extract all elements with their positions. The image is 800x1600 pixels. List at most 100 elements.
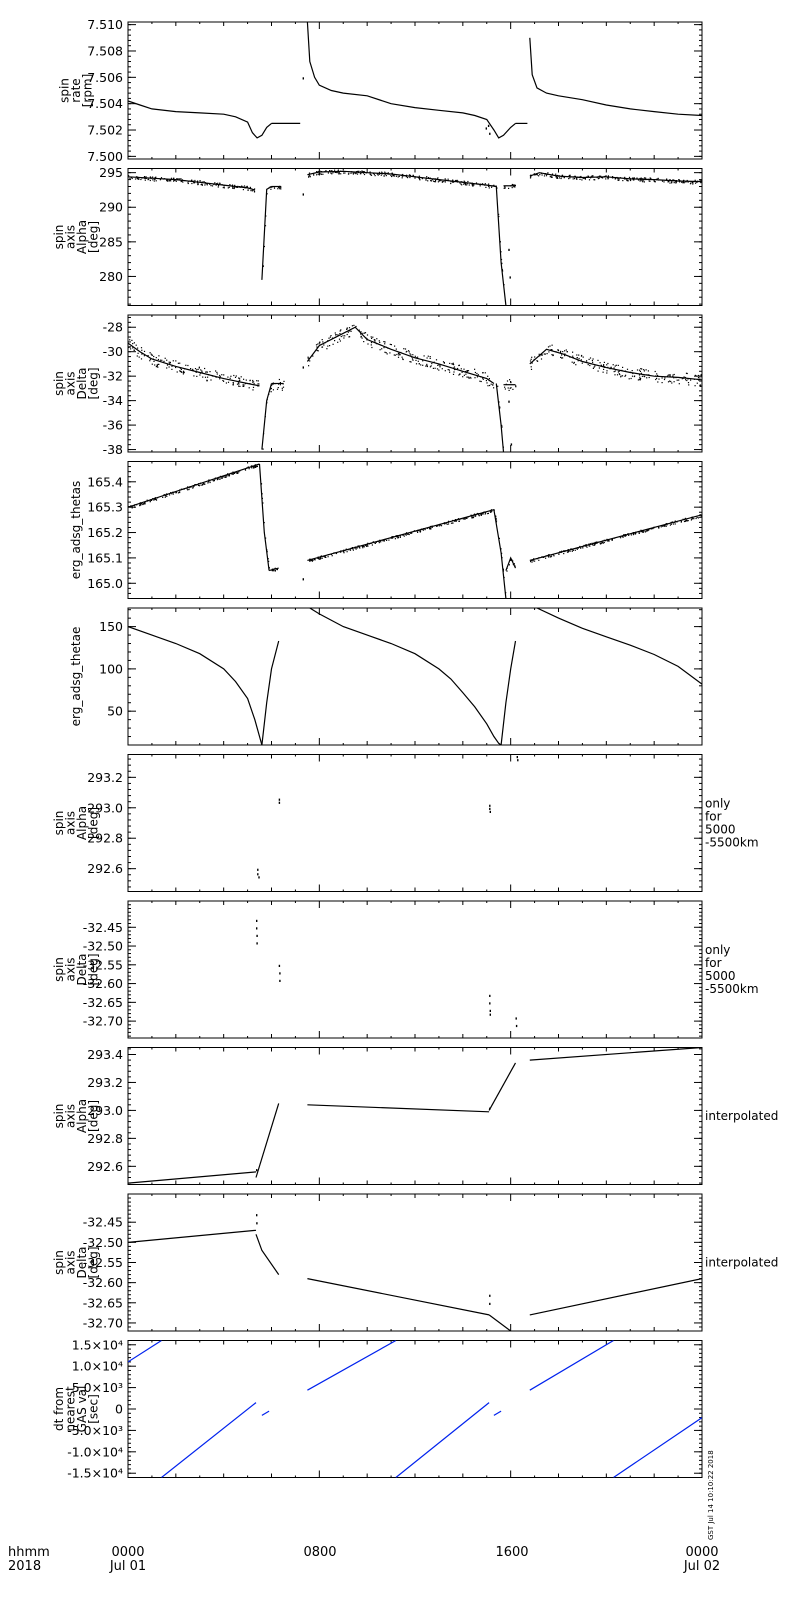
data-point	[231, 184, 234, 186]
data-point	[144, 179, 146, 181]
data-point	[594, 541, 596, 543]
data-point	[594, 179, 596, 181]
data-point	[278, 964, 281, 967]
data-point	[217, 185, 220, 187]
data-point	[404, 348, 407, 350]
data-point	[229, 377, 231, 379]
data-point	[372, 336, 374, 338]
data-point	[193, 375, 195, 377]
data-point	[362, 545, 365, 547]
data-point	[319, 344, 321, 346]
data-point	[423, 528, 425, 530]
data-point	[361, 170, 363, 172]
data-point	[503, 284, 505, 286]
data-point	[403, 175, 405, 177]
data-point	[532, 560, 534, 562]
data-point	[274, 383, 276, 385]
data-point	[343, 337, 345, 339]
data-point	[512, 563, 514, 566]
data-point	[137, 352, 139, 354]
footer-hhmm-label: hhmm	[8, 1545, 50, 1560]
data-point	[646, 530, 648, 532]
y-axis-label: Delta	[75, 953, 89, 985]
panel-frame	[127, 1193, 703, 1332]
data-point	[166, 180, 168, 182]
data-point	[584, 177, 586, 179]
data-point	[200, 484, 202, 486]
data-point	[137, 178, 139, 180]
data-point	[386, 353, 388, 355]
data-point	[396, 536, 398, 538]
data-point	[617, 371, 619, 373]
data-point	[128, 175, 130, 177]
data-point	[592, 358, 594, 360]
data-point	[177, 178, 179, 180]
data-point	[674, 523, 676, 525]
data-point	[582, 547, 584, 549]
data-point	[168, 366, 170, 368]
data-point	[568, 178, 570, 180]
data-point	[223, 374, 225, 376]
series-segment-2	[161, 1402, 257, 1478]
data-point	[607, 366, 609, 368]
data-point	[632, 179, 634, 181]
data-point	[137, 347, 139, 349]
panel-8: 292.6292.8293.0293.2293.4spinaxisAlpha[d…	[52, 1047, 778, 1185]
data-point	[337, 169, 339, 171]
data-point	[252, 465, 254, 467]
data-point	[603, 361, 605, 363]
data-point	[669, 179, 671, 181]
data-point	[586, 546, 588, 548]
data-point	[691, 516, 693, 518]
data-point	[317, 556, 319, 558]
data-point	[151, 499, 153, 501]
data-point	[252, 379, 254, 382]
data-point	[425, 179, 427, 181]
data-point	[398, 354, 400, 356]
panels: 7.5007.5027.5047.5067.5087.510spinrate[r…	[52, 17, 779, 1481]
series-segment-5	[493, 509, 507, 599]
data-point	[579, 176, 581, 178]
data-point	[540, 358, 543, 360]
data-point	[378, 542, 380, 544]
data-point	[426, 365, 428, 367]
data-point	[533, 358, 535, 361]
data-point	[502, 446, 504, 448]
data-point	[667, 181, 669, 183]
data-point	[208, 479, 210, 481]
data-point	[144, 177, 146, 179]
series-segment-7	[529, 514, 702, 561]
data-point	[333, 552, 335, 554]
data-point	[251, 465, 253, 467]
data-point	[612, 176, 614, 178]
data-point	[485, 512, 487, 514]
data-point	[464, 183, 466, 185]
data-point	[436, 368, 439, 370]
data-point	[384, 173, 386, 175]
data-point	[222, 476, 224, 478]
data-point	[340, 550, 342, 552]
data-point	[316, 346, 318, 348]
data-point	[593, 366, 595, 368]
data-point	[320, 171, 323, 173]
data-point	[669, 524, 671, 526]
data-point	[670, 523, 672, 525]
data-point	[256, 380, 258, 382]
data-point	[699, 377, 701, 379]
data-point	[367, 542, 369, 544]
data-point	[318, 173, 320, 176]
data-point	[195, 484, 197, 486]
data-point	[357, 170, 359, 172]
data-point	[191, 182, 193, 185]
data-point	[216, 373, 218, 375]
data-point	[337, 172, 339, 174]
data-point	[255, 465, 257, 467]
series-segment-3	[307, 1278, 490, 1316]
data-point	[328, 337, 330, 339]
data-point	[237, 382, 240, 384]
y-axis-label: axis	[63, 811, 77, 835]
data-point	[182, 372, 184, 374]
data-point	[428, 177, 430, 179]
data-point	[340, 329, 342, 331]
data-point	[551, 176, 553, 178]
